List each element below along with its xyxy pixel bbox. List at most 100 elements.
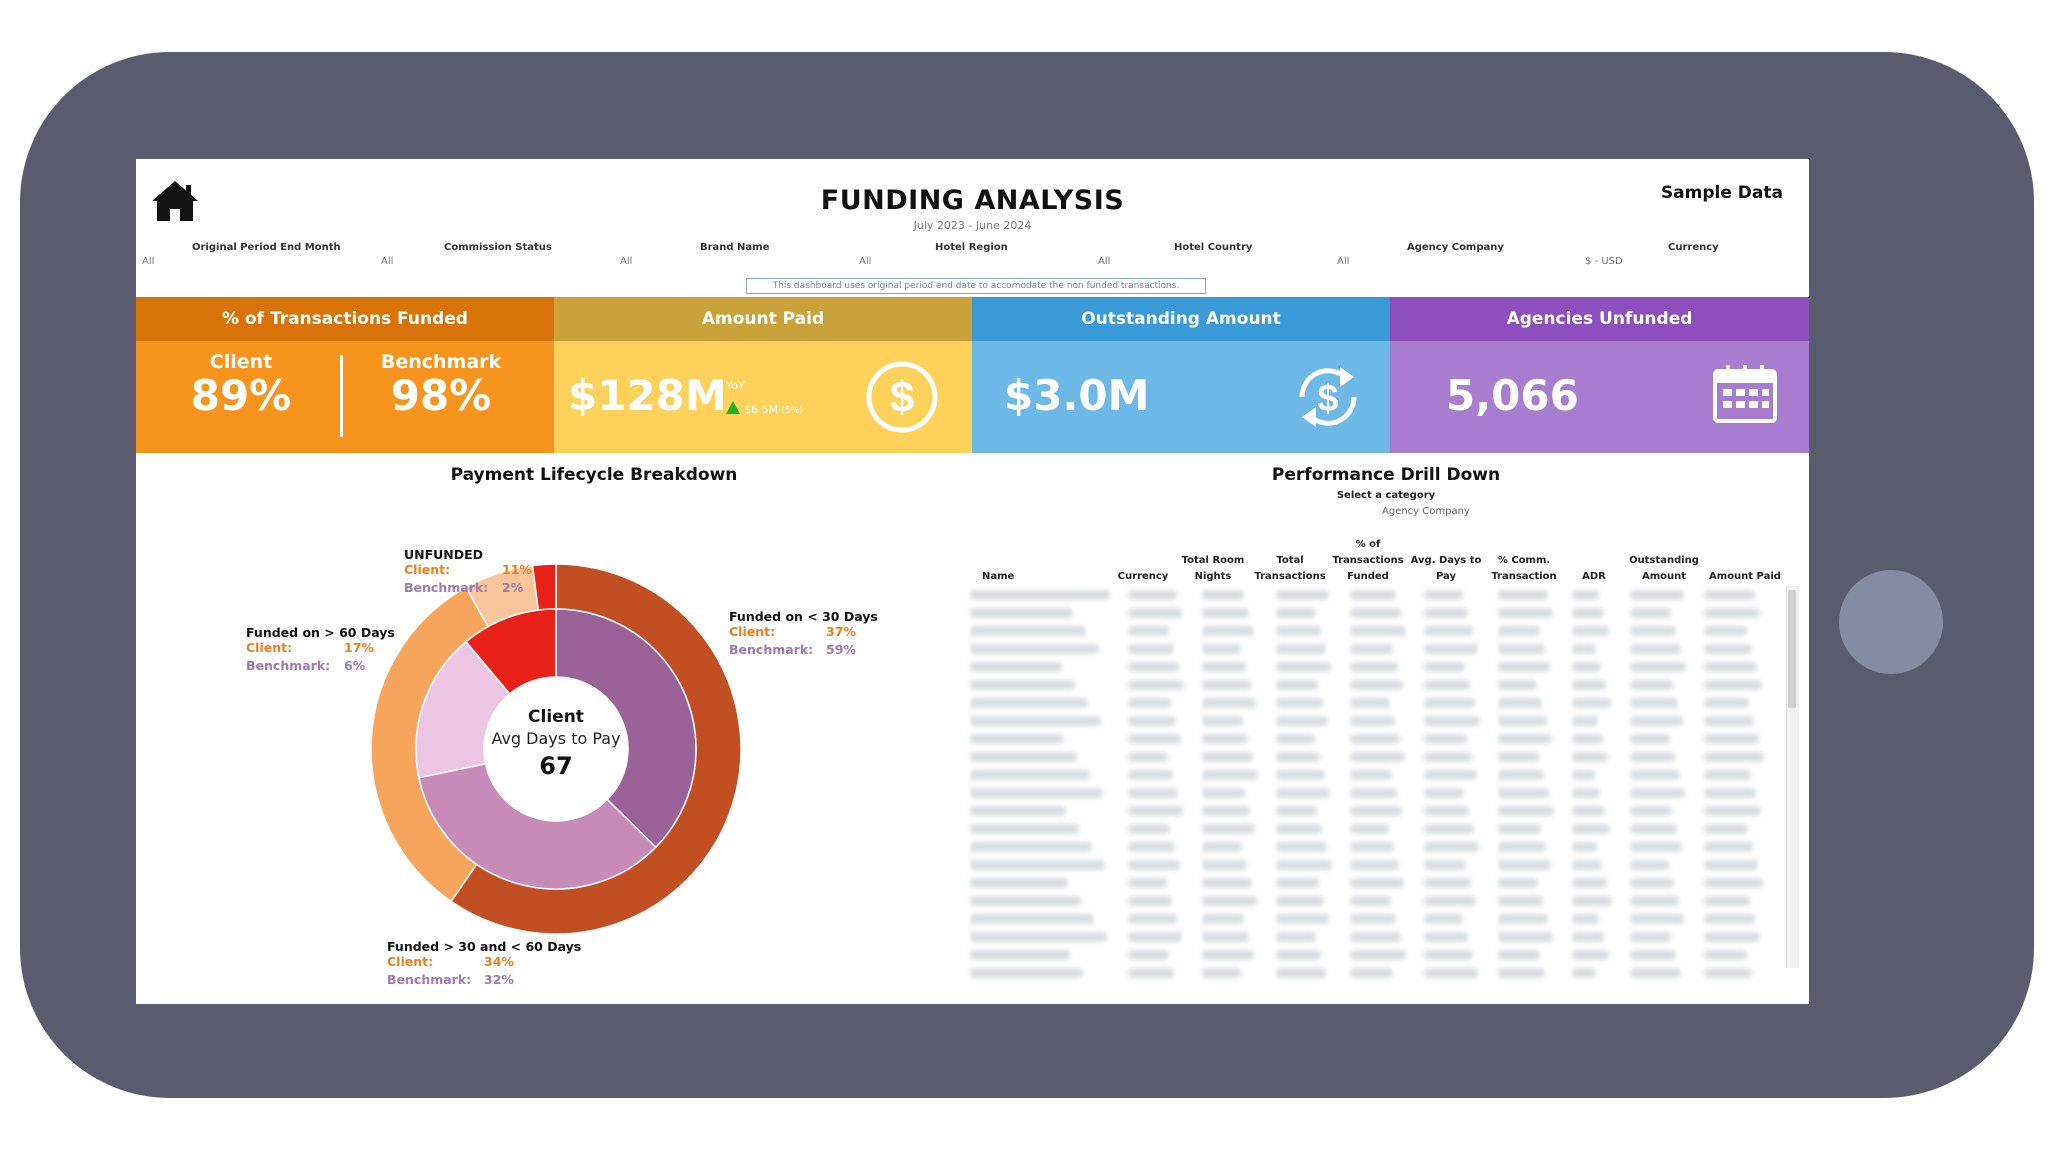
table-row[interactable] xyxy=(964,856,1774,874)
table-row[interactable] xyxy=(964,586,1774,604)
col-header-adr[interactable]: ADR xyxy=(1582,571,1606,582)
filter-currency[interactable]: Currency $ - USD xyxy=(1574,242,1809,272)
table-cell xyxy=(1498,734,1552,744)
col-header-comm-transaction[interactable]: % Comm. Transaction xyxy=(1491,555,1557,582)
filter-label: Original Period End Month xyxy=(192,242,341,253)
filter-value[interactable]: All xyxy=(142,256,155,267)
filter-label: Currency xyxy=(1668,242,1719,253)
table-cell xyxy=(1350,644,1393,654)
table-cell xyxy=(1572,698,1611,708)
table-cell xyxy=(1704,662,1757,672)
client-row: Client: 34% xyxy=(387,954,557,972)
table-row[interactable] xyxy=(964,694,1774,712)
filter-original-period-end-month[interactable]: Original Period End Month All xyxy=(142,242,382,272)
table-cell xyxy=(970,950,1070,960)
filter-value[interactable]: All xyxy=(620,256,633,267)
table-cell xyxy=(1630,734,1670,744)
table-row[interactable] xyxy=(964,784,1774,802)
tablet-home-button[interactable] xyxy=(1839,570,1943,674)
table-row[interactable] xyxy=(964,946,1774,964)
table-row[interactable] xyxy=(964,892,1774,910)
table-row[interactable] xyxy=(964,622,1774,640)
table-row[interactable] xyxy=(964,676,1774,694)
client-segment-3[interactable] xyxy=(464,608,557,695)
col-header-outstanding[interactable]: Outstanding Amount xyxy=(1629,555,1699,582)
table-row[interactable] xyxy=(964,874,1774,892)
table-row[interactable] xyxy=(964,640,1774,658)
table-cell xyxy=(1704,914,1755,924)
table-cell xyxy=(1498,896,1543,906)
table-cell xyxy=(1498,752,1539,762)
table-cell xyxy=(1424,590,1463,600)
table-cell xyxy=(1202,716,1243,726)
table-cell xyxy=(1572,752,1608,762)
table-cell xyxy=(1572,770,1595,780)
lifecycle-donut-chart[interactable] xyxy=(366,559,746,939)
table-cell xyxy=(1572,806,1605,816)
col-header-pct-funded[interactable]: % of Transactions Funded xyxy=(1332,539,1404,582)
table-cell xyxy=(1276,914,1329,924)
col-header-avg-days[interactable]: Avg. Days to Pay xyxy=(1410,555,1482,582)
client-label: Client: xyxy=(729,624,776,639)
table-cell xyxy=(970,662,1062,672)
table-row[interactable] xyxy=(964,712,1774,730)
table-row[interactable] xyxy=(964,730,1774,748)
table-row[interactable] xyxy=(964,910,1774,928)
filter-agency-company[interactable]: Agency Company All xyxy=(1337,242,1577,272)
table-row[interactable] xyxy=(964,802,1774,820)
filter-value[interactable]: All xyxy=(1337,256,1350,267)
table-row[interactable] xyxy=(964,658,1774,676)
table-cell xyxy=(1572,734,1603,744)
category-selector[interactable]: Agency Company xyxy=(1382,506,1470,517)
table-scroll-thumb[interactable] xyxy=(1788,590,1796,708)
filter-commission-status[interactable]: Commission Status All xyxy=(381,242,621,272)
home-icon[interactable] xyxy=(150,179,200,223)
col-header-room-nights[interactable]: Total Room Nights xyxy=(1181,555,1245,582)
table-row[interactable] xyxy=(964,838,1774,856)
svg-text:$: $ xyxy=(1317,378,1338,420)
center-title: Client xyxy=(528,707,584,727)
drilldown-title: Performance Drill Down xyxy=(1271,465,1501,485)
kpi-benchmark-label: Benchmark xyxy=(380,351,502,373)
col-header-amount-paid[interactable]: Amount Paid xyxy=(1709,571,1781,582)
table-cell xyxy=(1276,878,1319,888)
table-row[interactable] xyxy=(964,604,1774,622)
col-header-transactions[interactable]: Total Transactions xyxy=(1254,555,1326,582)
col-header-name[interactable]: Name xyxy=(982,571,1015,582)
filter-hotel-region[interactable]: Hotel Region All xyxy=(859,242,1099,272)
filter-hotel-country[interactable]: Hotel Country All xyxy=(1098,242,1338,272)
table-cell xyxy=(1128,860,1180,870)
table-cell xyxy=(1630,590,1684,600)
table-cell xyxy=(1202,860,1247,870)
table-row[interactable] xyxy=(964,928,1774,946)
table-cell xyxy=(1572,914,1599,924)
table-cell xyxy=(1276,662,1331,672)
table-row[interactable] xyxy=(964,748,1774,766)
table-row[interactable] xyxy=(964,964,1774,982)
table-cell xyxy=(1202,626,1254,636)
table-cell xyxy=(1128,752,1168,762)
col-header-currency[interactable]: Currency xyxy=(1117,571,1169,582)
sample-data-label: Sample Data xyxy=(1660,183,1783,203)
table-cell xyxy=(1276,626,1321,636)
table-cell xyxy=(1630,770,1680,780)
benchmark-value: 6% xyxy=(344,658,366,673)
filter-value[interactable]: All xyxy=(859,256,872,267)
table-cell xyxy=(1498,626,1540,636)
table-row[interactable] xyxy=(964,766,1774,784)
filter-value[interactable]: $ - USD xyxy=(1585,256,1623,267)
filter-value[interactable]: All xyxy=(381,256,394,267)
table-cell xyxy=(1276,770,1325,780)
table-cell xyxy=(970,590,1110,600)
table-cell xyxy=(1128,842,1175,852)
kpi-value: $3.0M xyxy=(1004,371,1150,420)
table-cell xyxy=(1350,878,1404,888)
filter-value[interactable]: All xyxy=(1098,256,1111,267)
drilldown-table-body[interactable] xyxy=(964,586,1774,992)
yoy-amount: $6.5M xyxy=(744,403,778,416)
filter-brand-name[interactable]: Brand Name All xyxy=(620,242,860,272)
table-cell xyxy=(1498,914,1548,924)
table-cell xyxy=(1572,842,1597,852)
table-row[interactable] xyxy=(964,820,1774,838)
label-30-to-60: Funded > 30 and < 60 Days Client: 34% Ben… xyxy=(387,939,581,990)
